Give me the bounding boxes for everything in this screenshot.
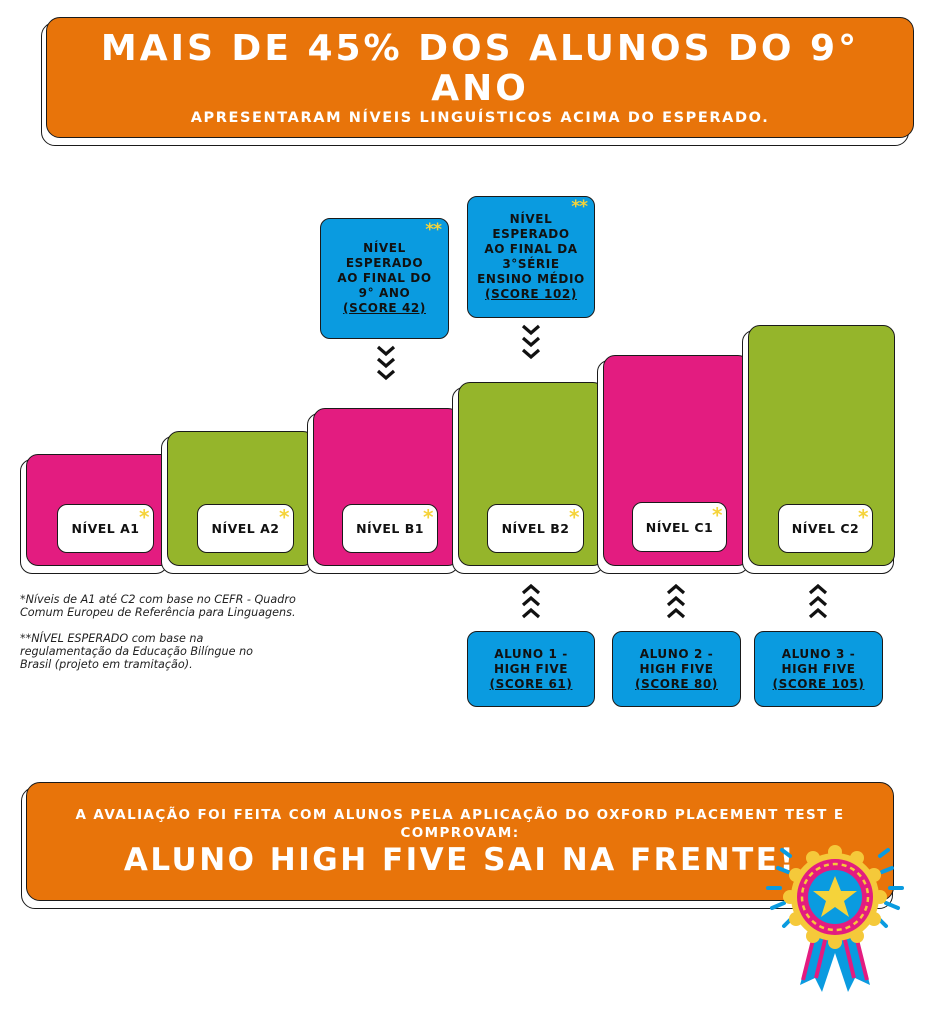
header-subtitle: APRESENTARAM NÍVEIS LINGUÍSTICOS ACIMA D… <box>190 109 770 126</box>
student-box-2: ALUNO 2 - HIGH FIVE (SCORE 80) <box>612 631 741 707</box>
note-line: regulamentação da Educação Bilíngue no <box>20 645 254 658</box>
triple-chevron-down-icon <box>375 345 397 381</box>
expected-line: AO FINAL DA <box>484 242 578 256</box>
expected-line: ENSINO MÉDIO <box>477 272 585 286</box>
student-box-1: ALUNO 1 - HIGH FIVE (SCORE 61) <box>467 631 595 707</box>
level-label-text: NÍVEL B2 <box>501 521 570 536</box>
expected-score: (SCORE 102) <box>485 287 577 301</box>
student-score: (SCORE 105) <box>772 676 865 691</box>
star-icon: * <box>279 505 290 529</box>
footer-title: ALUNO HIGH FIVE SAI NA FRENTE! <box>123 841 797 878</box>
level-label-a2: NÍVEL A2 * <box>197 504 294 553</box>
header-banner: MAIS DE 45% DOS ALUNOS DO 9° ANO APRESEN… <box>46 17 914 138</box>
student-line: ALUNO 2 - <box>639 646 714 661</box>
footer-subtitle: A AVALIAÇÃO FOI FEITA COM ALUNOS PELA AP… <box>75 806 845 841</box>
header-title: MAIS DE 45% DOS ALUNOS DO 9° ANO <box>100 27 860 109</box>
star-icon: * <box>569 505 580 529</box>
expected-line: ESPERADO <box>492 227 570 241</box>
double-star-icon: ** <box>571 197 588 217</box>
triple-chevron-up-icon <box>807 584 829 620</box>
note-line: *Níveis de A1 até C2 com base no CEFR - … <box>20 593 296 606</box>
expected-line: ESPERADO <box>345 256 424 270</box>
expected-line: 3°SÉRIE <box>502 257 560 271</box>
triple-chevron-down-icon <box>520 324 542 360</box>
star-icon: * <box>712 503 723 527</box>
footnote-expected: **NÍVEL ESPERADO com base na regulamenta… <box>20 632 340 671</box>
footnote-cefr: *Níveis de A1 até C2 com base no CEFR - … <box>20 593 360 619</box>
note-line: Comum Europeu de Referência para Linguag… <box>20 606 296 619</box>
star-icon: * <box>423 505 434 529</box>
expected-line: AO FINAL DO <box>337 271 432 285</box>
level-label-text: NÍVEL C2 <box>791 521 860 536</box>
student-line: HIGH FIVE <box>781 661 856 676</box>
star-icon: * <box>858 505 869 529</box>
level-label-text: NÍVEL A1 <box>71 521 140 536</box>
student-score: (SCORE 61) <box>489 676 573 691</box>
level-label-c1: NÍVEL C1 * <box>632 502 727 552</box>
expected-line: NÍVEL <box>363 241 406 255</box>
award-ribbon-star-icon <box>766 845 904 992</box>
student-line: ALUNO 3 - <box>781 646 856 661</box>
level-label-b2: NÍVEL B2 * <box>487 504 584 553</box>
expected-box-9-ano: NÍVEL ESPERADO AO FINAL DO 9° ANO (SCORE… <box>320 218 449 339</box>
double-star-icon: ** <box>425 220 442 240</box>
triple-chevron-up-icon <box>665 584 687 620</box>
expected-line: NÍVEL <box>509 212 553 226</box>
level-label-text: NÍVEL B1 <box>356 521 424 536</box>
student-box-3: ALUNO 3 - HIGH FIVE (SCORE 105) <box>754 631 883 707</box>
student-line: ALUNO 1 - <box>494 646 568 661</box>
star-icon: * <box>139 505 150 529</box>
level-label-b1: NÍVEL B1 * <box>342 504 438 553</box>
student-score: (SCORE 80) <box>635 676 718 691</box>
note-line: Brasil (projeto em tramitação). <box>20 658 193 671</box>
level-label-a1: NÍVEL A1 * <box>57 504 154 553</box>
expected-line: 9° ANO <box>358 286 411 300</box>
level-label-text: NÍVEL A2 <box>211 521 280 536</box>
student-line: HIGH FIVE <box>493 661 569 676</box>
expected-box-3-serie: NÍVEL ESPERADO AO FINAL DA 3°SÉRIE ENSIN… <box>467 196 595 318</box>
note-line: **NÍVEL ESPERADO com base na <box>20 632 204 645</box>
expected-score: (SCORE 42) <box>343 301 426 315</box>
level-label-text: NÍVEL C1 <box>645 519 714 535</box>
triple-chevron-up-icon <box>520 584 542 620</box>
level-label-c2: NÍVEL C2 * <box>778 504 873 553</box>
footer-banner: A AVALIAÇÃO FOI FEITA COM ALUNOS PELA AP… <box>26 782 894 901</box>
student-line: HIGH FIVE <box>639 661 714 676</box>
